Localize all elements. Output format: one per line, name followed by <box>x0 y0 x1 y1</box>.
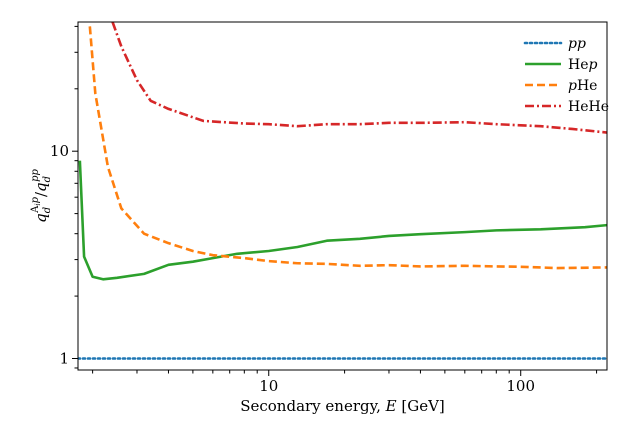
y-axis-label: qdAip/qdpp <box>30 169 53 223</box>
legend: pp Hep pHe HeHe <box>523 36 609 115</box>
legend-label-hehe: HeHe <box>568 99 609 115</box>
series-line-hehe <box>111 22 607 134</box>
legend-label-pp: pp <box>568 36 586 52</box>
y-tick-label: 10 <box>50 142 69 160</box>
series-line-hep <box>78 160 607 281</box>
legend-label-hep: Hep <box>568 57 598 73</box>
ticks-layer: 10 100 1 10 <box>50 25 598 395</box>
x-tick-label: 100 <box>506 377 535 395</box>
plot-frame <box>77 21 608 371</box>
series-layer <box>78 22 607 360</box>
x-tick-label: 10 <box>259 377 278 395</box>
x-axis-label: Secondary energy, E [GeV] <box>240 397 445 415</box>
series-line-phe <box>88 26 607 270</box>
y-tick-label: 1 <box>59 349 69 367</box>
legend-label-phe: pHe <box>568 78 597 94</box>
